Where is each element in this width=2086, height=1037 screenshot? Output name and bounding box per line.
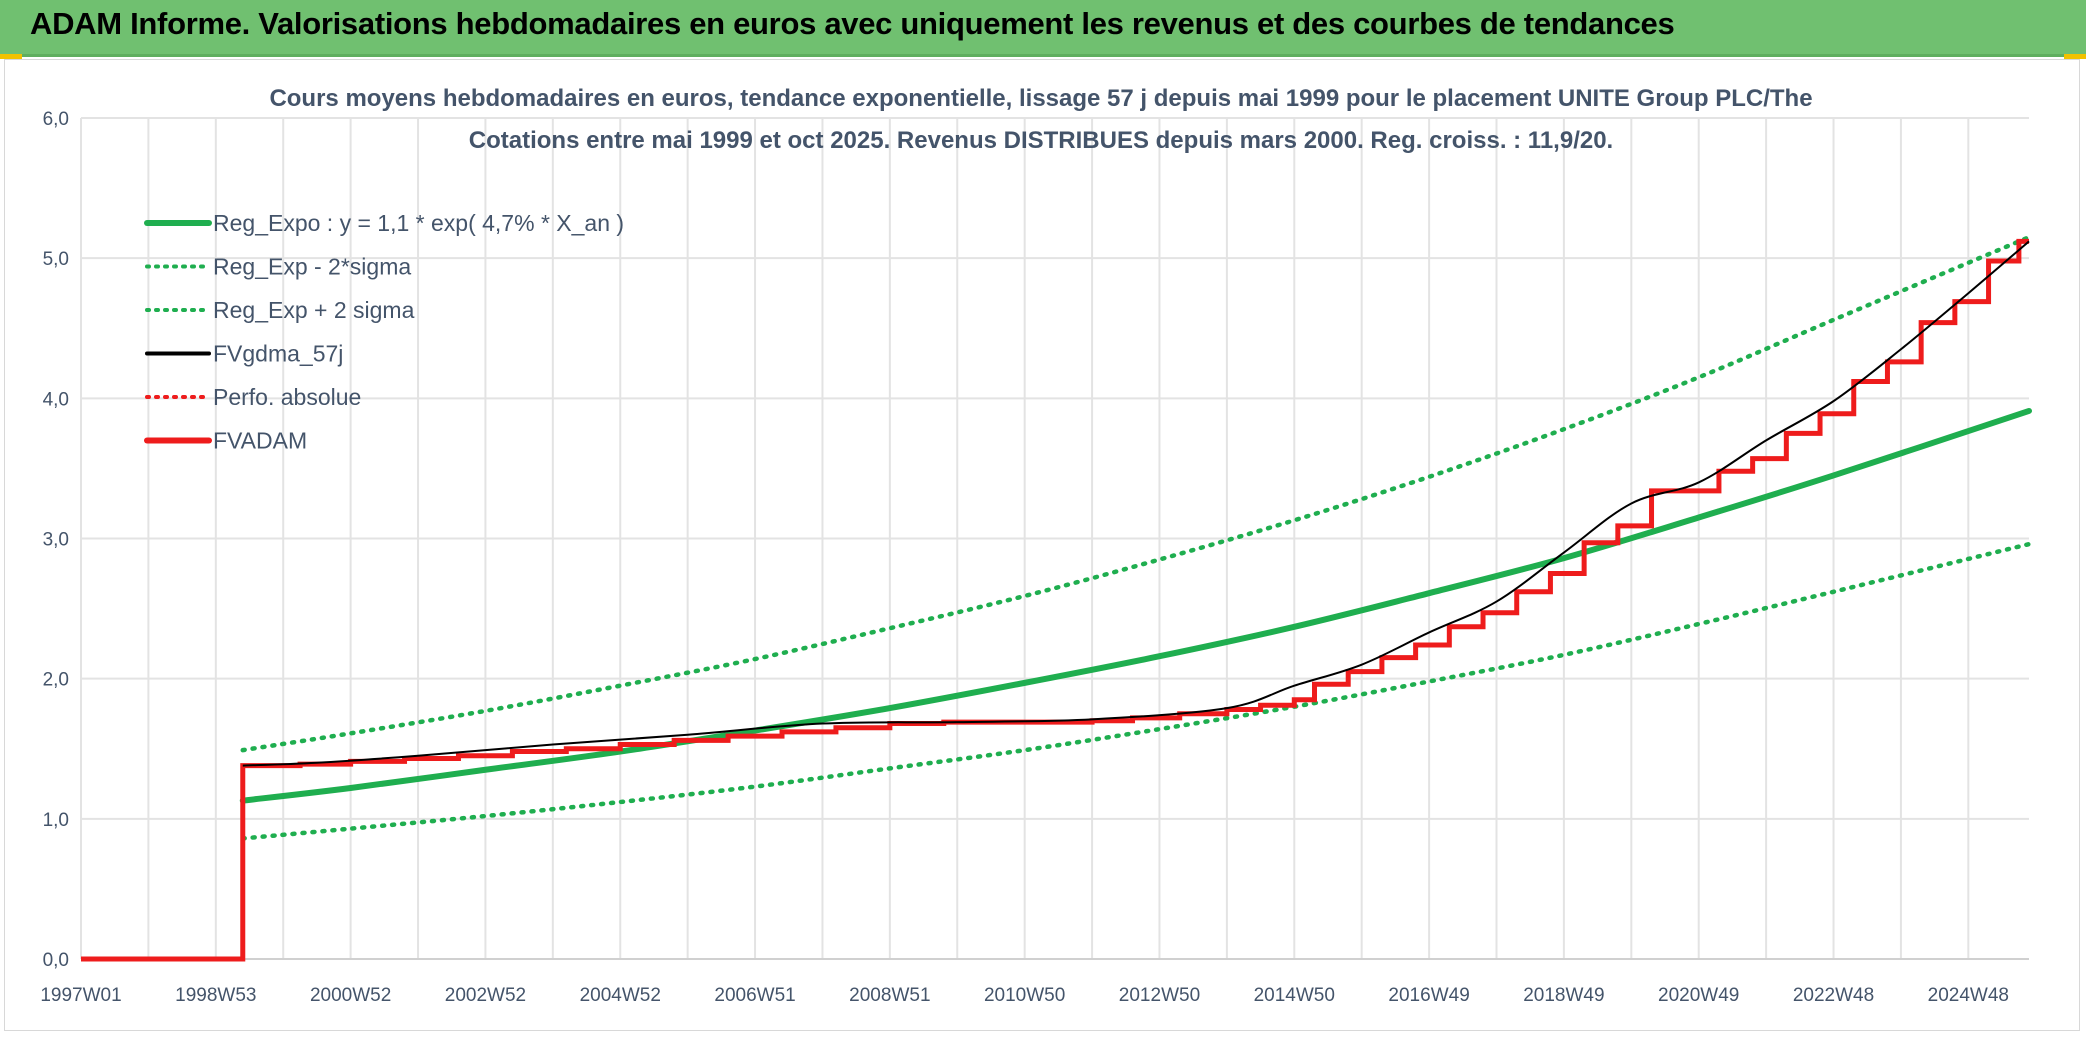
x-tick-label: 1997W01	[40, 985, 121, 1006]
legend: Reg_Expo : y = 1,1 * exp( 4,7% * X_an ) R…	[144, 210, 624, 454]
legend-label: Reg_Exp - 2*sigma	[213, 254, 411, 280]
legend-label: FVADAM	[213, 428, 307, 454]
x-tick-label: 2022W48	[1793, 985, 1874, 1006]
y-tick-label: 1,0	[43, 810, 69, 831]
y-tick-label: 3,0	[43, 530, 69, 551]
line-chart: 0,0 1,0 2,0 3,0 4,0 5,0 6,0 1997W01 1998W53 2000W…	[40, 85, 2032, 1006]
series-fvgdma-57j	[242, 240, 2030, 767]
x-tick-label: 2010W50	[984, 985, 1065, 1006]
grid	[80, 117, 2029, 959]
series	[81, 234, 2032, 962]
x-tick-label: 2018W49	[1523, 985, 1604, 1006]
legend-label: Perfo. absolue	[213, 384, 361, 410]
x-tick-label: 2004W52	[580, 985, 661, 1006]
legend-label: Reg_Expo : y = 1,1 * exp( 4,7% * X_an )	[213, 210, 624, 236]
x-tick-label: 2002W52	[445, 985, 526, 1006]
series-reg-exp-plus-2sigma	[240, 234, 2032, 753]
x-tick-label: 2000W52	[310, 985, 391, 1006]
axes: 0,0 1,0 2,0 3,0 4,0 5,0 6,0 1997W01 1998W53 2000W…	[40, 109, 2029, 1006]
x-tick-label: 2008W51	[849, 985, 930, 1006]
x-tick-label: 2024W48	[1928, 985, 2009, 1006]
x-tick-label: 2012W50	[1119, 985, 1200, 1006]
series-reg-expo	[239, 407, 2032, 804]
series-reg-exp-minus-2sigma	[240, 541, 2032, 841]
x-tick-label: 2014W50	[1254, 985, 1335, 1006]
y-tick-label: 4,0	[43, 389, 69, 410]
chart-title-line-1: Cours moyens hebdomadaires en euros, ten…	[269, 85, 1812, 112]
legend-label: FVgdma_57j	[213, 341, 343, 367]
legend-label: Reg_Exp + 2 sigma	[213, 297, 415, 323]
x-tick-label: 2020W49	[1658, 985, 1739, 1006]
y-tick-label: 6,0	[43, 109, 69, 130]
chart-title-line-2: Cotations entre mai 1999 et oct 2025. Re…	[469, 127, 1613, 154]
report-title: ADAM Informe. Valorisations hebdomadaire…	[30, 6, 1675, 41]
series-fvadam	[81, 238, 2029, 962]
corner-accent-left	[0, 54, 22, 59]
x-tick-label: 1998W53	[175, 985, 256, 1006]
report-banner: ADAM Informe. Valorisations hebdomadaire…	[0, 0, 2086, 57]
x-tick-label: 2006W51	[714, 985, 795, 1006]
x-tick-label: 2016W49	[1388, 985, 1469, 1006]
y-tick-label: 5,0	[43, 249, 69, 270]
y-tick-label: 0,0	[43, 950, 69, 971]
y-tick-label: 2,0	[43, 670, 69, 691]
chart-title: Cours moyens hebdomadaires en euros, ten…	[269, 85, 1812, 154]
chart-frame: 0,0 1,0 2,0 3,0 4,0 5,0 6,0 1997W01 1998W53 2000W…	[4, 59, 2080, 1031]
corner-accent-right	[2064, 54, 2086, 59]
